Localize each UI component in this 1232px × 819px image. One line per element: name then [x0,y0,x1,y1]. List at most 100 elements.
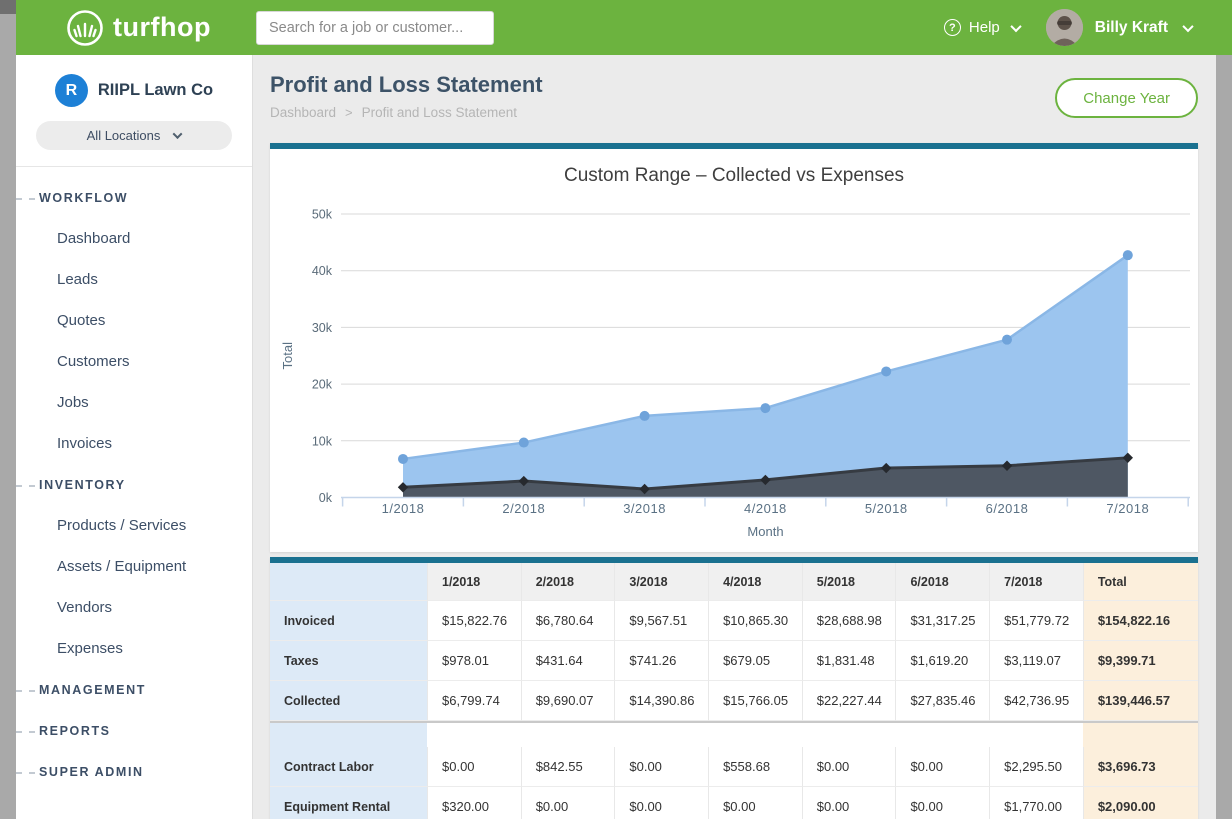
pl-table-card: 1/20182/20183/20184/20185/20186/20187/20… [270,557,1198,819]
sidebar: R RIIPL Lawn Co All Locations WORKFLOW Da… [16,55,253,819]
sidebar-item-expenses[interactable]: Expenses [16,628,252,669]
sidebar-item-customers[interactable]: Customers [16,341,252,382]
section-dash-icon [16,731,35,733]
cell-value: $31,317.25 [895,601,989,641]
cell-value: $1,619.20 [895,641,989,681]
svg-text:30k: 30k [312,321,333,335]
cell-value [708,721,802,747]
cell-value [427,721,521,747]
cell-value [989,721,1083,747]
cell-value: $431.64 [521,641,615,681]
cell-value: $22,227.44 [802,681,896,721]
cell-value: $0.00 [802,787,896,819]
table-row-taxes: Taxes$978.01$431.64$741.26$679.05$1,831.… [270,641,1198,681]
cell-value: $15,766.05 [708,681,802,721]
cell-value: $741.26 [614,641,708,681]
sidebar-item-vendors[interactable]: Vendors [16,587,252,628]
sidebar-item-products-services[interactable]: Products / Services [16,505,252,546]
section-dash-icon [16,198,35,200]
column-header: 3/2018 [614,563,708,601]
svg-text:10k: 10k [312,434,333,448]
svg-text:3/2018: 3/2018 [623,501,666,516]
left-scrollbar-button[interactable] [0,0,16,14]
column-header: 4/2018 [708,563,802,601]
section-dash-icon [16,690,35,692]
sidebar-section-inventory[interactable]: INVENTORY [16,464,252,505]
company-row: R RIIPL Lawn Co [16,55,252,107]
svg-text:0k: 0k [319,491,333,505]
breadcrumb-separator-icon: > [345,105,353,120]
sidebar-nav: WORKFLOW DashboardLeadsQuotesCustomersJob… [16,167,252,792]
sidebar-item-assets-equipment[interactable]: Assets / Equipment [16,546,252,587]
help-label: Help [969,19,1000,36]
breadcrumb-dashboard[interactable]: Dashboard [270,105,336,120]
svg-text:2/2018: 2/2018 [502,501,545,516]
right-scrollbar[interactable] [1216,55,1232,819]
svg-text:Month: Month [747,524,783,539]
cell-total: $3,696.73 [1083,747,1198,787]
breadcrumb: Dashboard > Profit and Loss Statement [270,105,517,120]
row-label: Taxes [270,641,427,681]
sidebar-section-super-admin[interactable]: SUPER ADMIN [16,751,252,792]
cell-value: $14,390.86 [614,681,708,721]
svg-text:6/2018: 6/2018 [986,501,1029,516]
section-label: REPORTS [39,724,111,738]
sidebar-item-dashboard[interactable]: Dashboard [16,218,252,259]
location-selector[interactable]: All Locations [36,121,232,150]
user-menu[interactable]: Billy Kraft [1046,9,1192,46]
row-label: Equipment Rental [270,787,427,819]
cell-total: $139,446.57 [1083,681,1198,721]
row-label: Invoiced [270,601,427,641]
section-dash-icon [16,772,35,774]
cell-value: $3,119.07 [989,641,1083,681]
global-search [256,11,494,45]
cell-total [1083,721,1198,747]
sidebar-section-workflow[interactable]: WORKFLOW [16,177,252,218]
section-label: INVENTORY [39,478,126,492]
cell-value: $0.00 [614,747,708,787]
row-label: Collected [270,681,427,721]
column-header: 1/2018 [427,563,521,601]
chart-title: Custom Range – Collected vs Expenses [270,165,1198,187]
cell-value: $42,736.95 [989,681,1083,721]
cell-value: $1,831.48 [802,641,896,681]
sidebar-section-management[interactable]: MANAGEMENT [16,669,252,710]
cell-value [802,721,896,747]
svg-text:7/2018: 7/2018 [1106,501,1149,516]
cell-value: $0.00 [521,787,615,819]
left-scrollbar[interactable] [0,0,16,819]
company-name: RIIPL Lawn Co [98,81,213,100]
search-input[interactable] [256,11,494,45]
cell-value: $0.00 [802,747,896,787]
column-header: Total [1083,563,1198,601]
help-menu[interactable]: ? Help [944,19,1020,36]
section-label: SUPER ADMIN [39,765,144,779]
table-row-contract-labor: Contract Labor$0.00$842.55$0.00$558.68$0… [270,747,1198,787]
sidebar-section-reports[interactable]: REPORTS [16,710,252,751]
chevron-down-icon [1010,20,1021,31]
grass-logo-icon [66,9,104,47]
sidebar-item-leads[interactable]: Leads [16,259,252,300]
table-row-invoiced: Invoiced$15,822.76$6,780.64$9,567.51$10,… [270,601,1198,641]
sidebar-item-invoices[interactable]: Invoices [16,423,252,464]
cell-value: $9,690.07 [521,681,615,721]
svg-text:20k: 20k [312,378,333,392]
cell-value: $0.00 [427,747,521,787]
svg-text:1/2018: 1/2018 [382,501,425,516]
change-year-button[interactable]: Change Year [1055,78,1198,118]
svg-text:Total: Total [280,342,295,370]
section-label: WORKFLOW [39,191,128,205]
cell-value [614,721,708,747]
sidebar-item-quotes[interactable]: Quotes [16,300,252,341]
column-header: 7/2018 [989,563,1083,601]
cell-total: $9,399.71 [1083,641,1198,681]
cell-value: $15,822.76 [427,601,521,641]
sidebar-item-jobs[interactable]: Jobs [16,382,252,423]
avatar [1046,9,1083,46]
cell-value: $679.05 [708,641,802,681]
cell-value: $320.00 [427,787,521,819]
table-spacer-row [270,721,1198,747]
cell-value: $51,779.72 [989,601,1083,641]
cell-value: $2,295.50 [989,747,1083,787]
brand-logo[interactable]: turfhop [66,9,246,47]
